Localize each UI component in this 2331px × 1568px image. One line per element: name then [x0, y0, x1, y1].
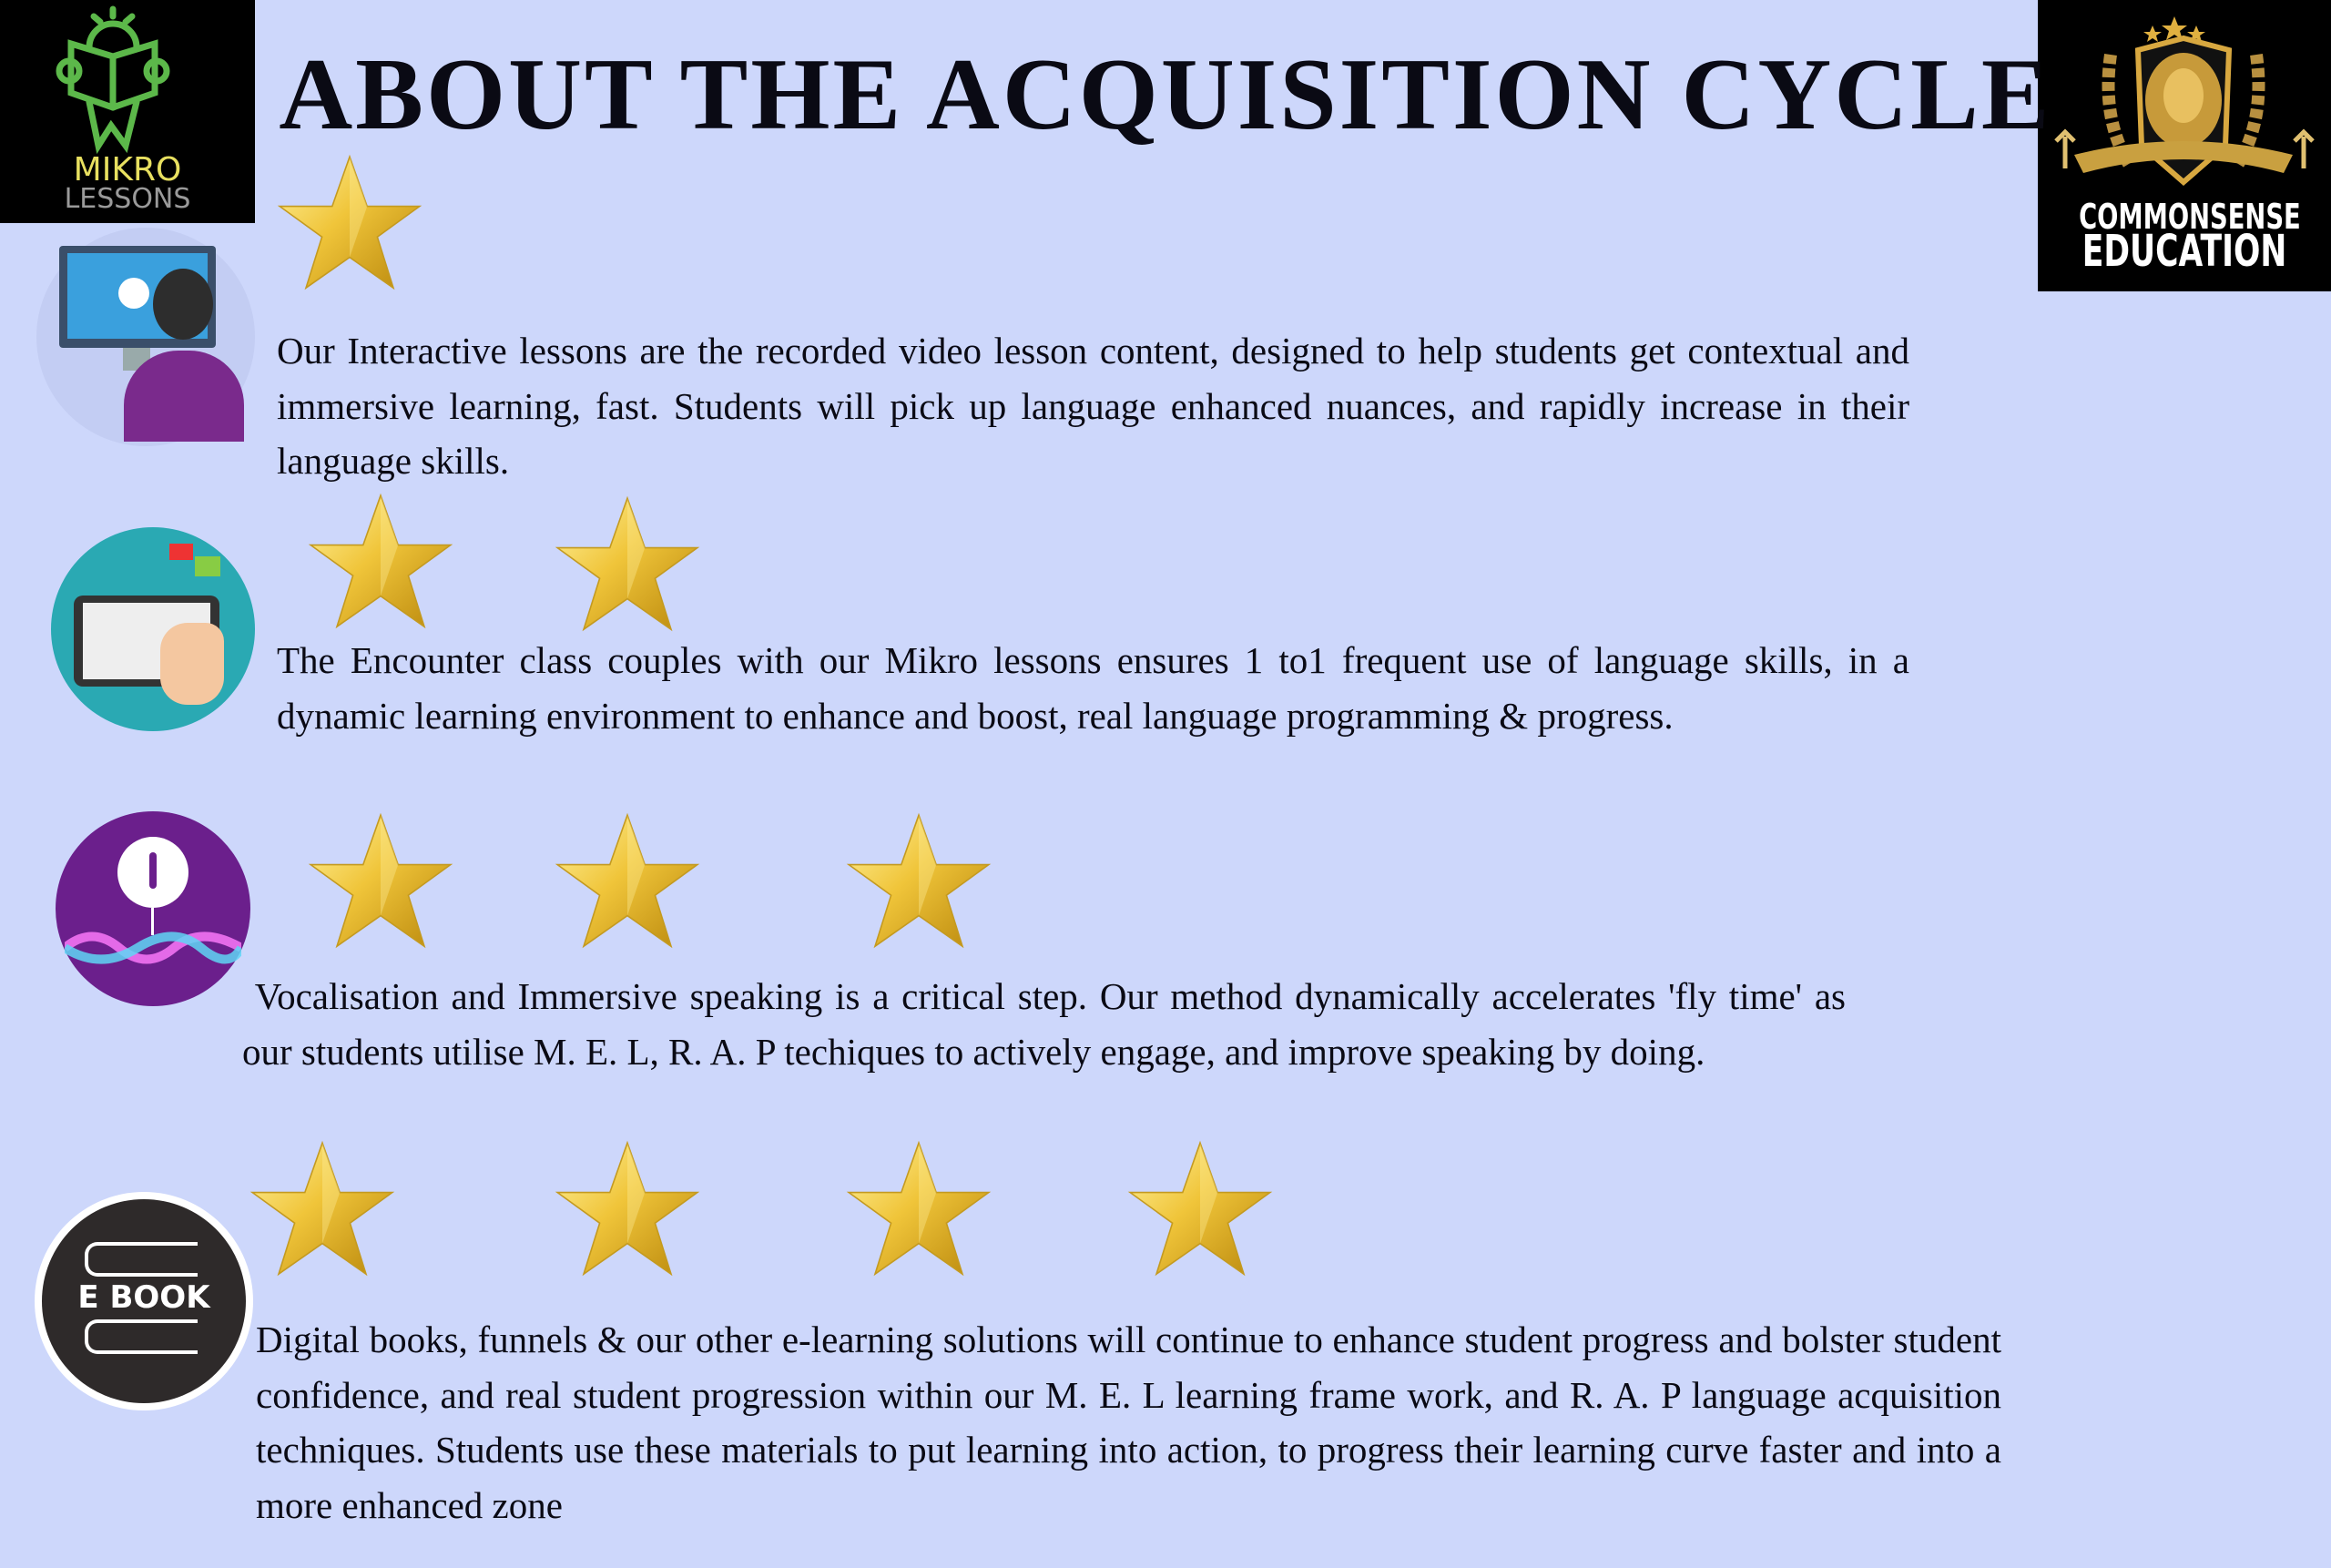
- star-icon: [555, 1140, 700, 1278]
- digital-books-text: Digital books, funnels & our other e-lea…: [256, 1319, 2001, 1526]
- microphone-soundwave-icon: [56, 811, 250, 1006]
- video-lesson-icon: [27, 219, 273, 446]
- mikro-lessons-logo: MIKRO LESSONS: [0, 0, 255, 223]
- interactive-lessons-text: Our Interactive lessons are the recorded…: [277, 330, 1909, 482]
- star-icon: [555, 495, 700, 634]
- star-icon: [846, 812, 992, 951]
- vocalisation-text: Vocalisation and Immersive speaking is a…: [242, 975, 1856, 1073]
- lion-crest-icon: [2054, 16, 2315, 186]
- encounter-class-text: The Encounter class couples with our Mik…: [277, 639, 1909, 737]
- logo-commonsense-text: COMMONSENSE: [2079, 197, 2301, 237]
- ebook-label: E BOOK: [77, 1279, 210, 1316]
- tablet-reading-icon: [51, 527, 255, 731]
- page-title: ABOUT THE ACQUISITION CYCLE: [279, 38, 2052, 151]
- logo-lessons-text: LESSONS: [64, 183, 191, 215]
- ebook-icon: E BOOK: [35, 1192, 253, 1410]
- soundwave-icon: [65, 932, 241, 964]
- logo-mikro-text: MIKRO: [73, 151, 182, 188]
- reading-figure-icon: [56, 5, 170, 155]
- star-icon: [846, 1140, 992, 1278]
- star-icon: [308, 493, 453, 631]
- logo-education-text: EDUCATION: [2082, 226, 2287, 277]
- commonsense-education-logo: COMMONSENSE EDUCATION: [2038, 0, 2331, 291]
- star-icon: [1127, 1140, 1273, 1278]
- star-icon: [308, 812, 453, 951]
- star-icon: [277, 154, 422, 292]
- star-icon: [555, 812, 700, 951]
- star-icon: [249, 1140, 395, 1278]
